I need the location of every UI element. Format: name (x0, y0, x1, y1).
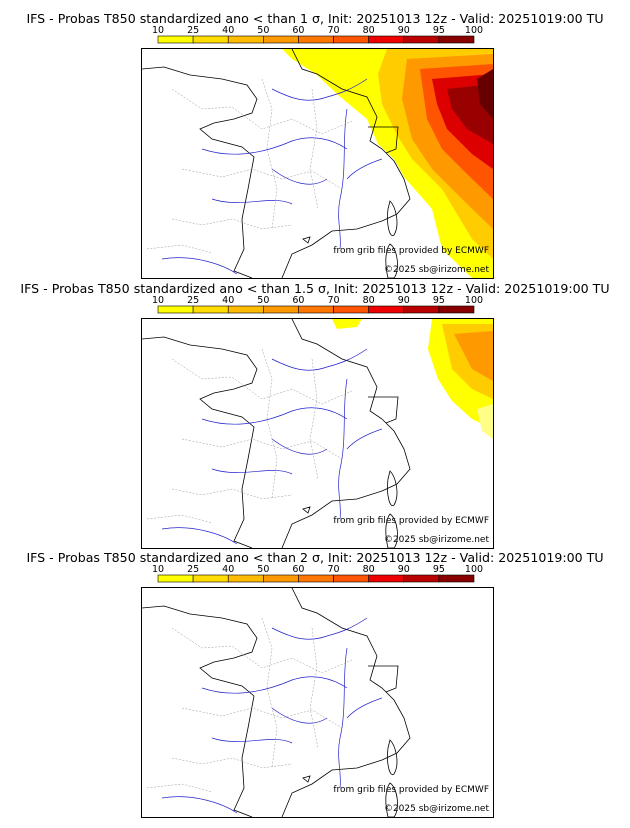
scale-tick-label: 40 (222, 564, 234, 575)
probability-shading (332, 319, 493, 439)
scale-tick-label: 60 (292, 564, 304, 575)
scale-tick-label: 95 (433, 295, 445, 306)
scale-swatch (157, 35, 194, 44)
scale-swatch (368, 305, 405, 314)
map-panel-3: IFS - Probas T850 standardized ano < tha… (0, 539, 630, 818)
scale-tick-label: 100 (465, 564, 483, 575)
scale-swatch (368, 574, 405, 583)
scale-tick-label: 90 (398, 25, 410, 36)
country-borders (142, 319, 411, 548)
scale-swatch (263, 35, 299, 44)
scale-tick-label: 50 (257, 295, 269, 306)
scale-tick-label: 100 (465, 25, 483, 36)
regional-borders (146, 617, 353, 793)
scale-tick-label: 100 (465, 295, 483, 306)
scale-tick-label: 40 (222, 25, 234, 36)
scale-tick-label: 70 (328, 564, 340, 575)
map-panel-1: IFS - Probas T850 standardized ano < tha… (0, 0, 630, 279)
map-canvas: from grib files provided by ECMWF ©2025 … (141, 48, 494, 279)
scale-tick-label: 25 (187, 25, 199, 36)
scale-tick-label: 50 (257, 25, 269, 36)
scale-tick-label: 80 (363, 25, 375, 36)
map-canvas: from grib files provided by ECMWF ©2025 … (141, 318, 494, 549)
scale-tick-label: 10 (152, 564, 164, 575)
scale-tick-label: 95 (433, 564, 445, 575)
scale-tick-label: 80 (363, 564, 375, 575)
scale-tick-label: 70 (328, 25, 340, 36)
scale-swatch (227, 305, 264, 314)
scale-swatch (403, 574, 440, 583)
map-panel-2: IFS - Probas T850 standardized ano < tha… (0, 270, 630, 549)
scale-tick-label: 10 (152, 295, 164, 306)
scale-tick-label: 10 (152, 25, 164, 36)
scale-tick-label: 60 (292, 295, 304, 306)
scale-swatch (192, 574, 229, 583)
scale-tick-label: 25 (187, 295, 199, 306)
scale-swatch (192, 35, 229, 44)
country-borders (142, 49, 411, 278)
scale-tick-label: 50 (257, 564, 269, 575)
scale-tick-label: 60 (292, 25, 304, 36)
scale-swatch (263, 574, 299, 583)
scale-swatch (333, 35, 369, 44)
scale-swatch (298, 305, 334, 314)
country-borders (142, 588, 411, 817)
scale-tick-label: 40 (222, 295, 234, 306)
copyright-credit: ©2025 sb@irizome.net (383, 804, 489, 814)
scale-swatch (227, 35, 264, 44)
copyright-credit: ©2025 sb@irizome.net (383, 535, 489, 545)
copyright-credit: ©2025 sb@irizome.net (383, 265, 489, 275)
scale-swatch (333, 305, 369, 314)
scale-swatch (438, 305, 475, 314)
color-scale: 10 25 40 50 60 70 80 90 95 100 (152, 25, 483, 44)
scale-swatch (368, 35, 405, 44)
regional-borders (146, 348, 353, 524)
scale-swatch (403, 35, 440, 44)
scale-tick-label: 95 (433, 25, 445, 36)
scale-swatch (157, 574, 194, 583)
scale-swatch (403, 305, 440, 314)
scale-tick-label: 90 (398, 295, 410, 306)
scale-swatch (263, 305, 299, 314)
color-scale: 10 25 40 50 60 70 80 90 95 100 (152, 295, 483, 314)
panel-title: IFS - Probas T850 standardized ano < tha… (20, 281, 610, 296)
data-source-credit: from grib files provided by ECMWF (333, 785, 489, 795)
probability-shading (282, 49, 493, 278)
scale-swatch (298, 35, 334, 44)
panel-title: IFS - Probas T850 standardized ano < tha… (26, 11, 604, 26)
rivers (161, 78, 383, 275)
scale-swatch (157, 305, 194, 314)
color-scale: 10 25 40 50 60 70 80 90 95 100 (152, 564, 483, 583)
scale-swatch (298, 574, 334, 583)
scale-swatch (333, 574, 369, 583)
scale-swatch (438, 574, 475, 583)
scale-tick-label: 90 (398, 564, 410, 575)
data-source-credit: from grib files provided by ECMWF (333, 246, 489, 256)
scale-tick-label: 70 (328, 295, 340, 306)
scale-swatch (192, 305, 229, 314)
scale-swatch (438, 35, 475, 44)
rivers (161, 348, 383, 545)
scale-tick-label: 80 (363, 295, 375, 306)
rivers (161, 617, 383, 814)
scale-tick-label: 25 (187, 564, 199, 575)
panel-title: IFS - Probas T850 standardized ano < tha… (26, 550, 604, 565)
scale-swatch (227, 574, 264, 583)
map-canvas: from grib files provided by ECMWF ©2025 … (141, 587, 494, 818)
regional-borders (146, 78, 353, 254)
data-source-credit: from grib files provided by ECMWF (333, 516, 489, 526)
